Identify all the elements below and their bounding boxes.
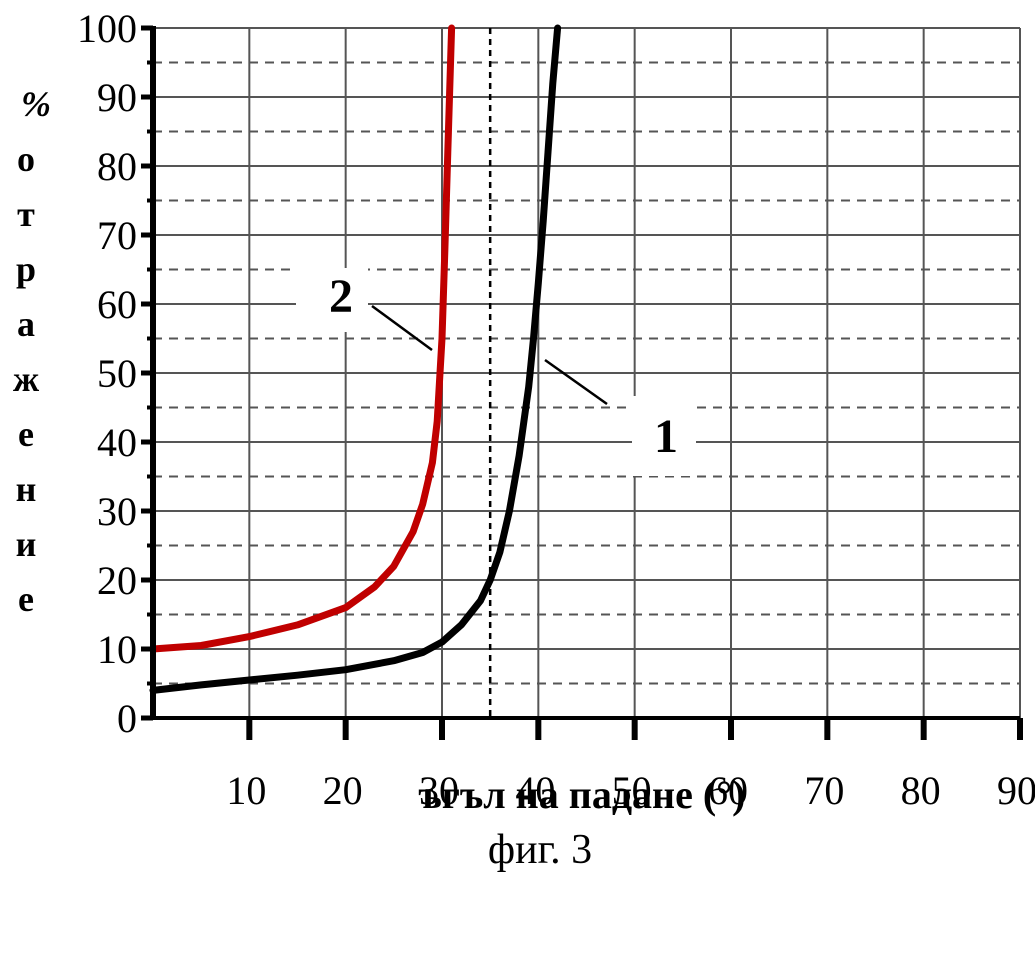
y-tick-label: 90 [97, 75, 137, 120]
series-2-leader [371, 304, 433, 352]
series-1-leader [544, 358, 608, 406]
label-1-bg [632, 396, 696, 476]
y-axis-label-char: е [18, 414, 34, 454]
y-axis-label-char: и [16, 524, 37, 564]
figure-caption: фиг. 3 [488, 827, 592, 873]
label-2-bg [296, 268, 368, 332]
x-tick-label: 90 [997, 768, 1035, 813]
y-axis-label-char: е [18, 579, 34, 619]
x-tick-label: 50 [612, 768, 652, 813]
y-tick-label: 30 [97, 489, 137, 534]
series-1-label: 1 [654, 410, 678, 463]
x-tick-label: 10 [226, 768, 266, 813]
y-tick-label: 100 [77, 6, 137, 51]
series-2-line [149, 24, 456, 653]
series-layer [149, 24, 562, 694]
y-tick-label: 20 [97, 558, 137, 603]
y-axis-label-char: ж [13, 359, 40, 399]
y-tick-label: 0 [117, 696, 137, 741]
y-axis-label-char: % [21, 84, 51, 124]
series-2-label: 2 [329, 270, 353, 323]
y-tick-label: 60 [97, 282, 137, 327]
y-axis-label-char: а [17, 304, 35, 344]
series-1-line [149, 24, 562, 694]
x-tick-label: 40 [515, 768, 555, 813]
x-tick-label: 60 [708, 768, 748, 813]
x-tick-label: 30 [419, 768, 459, 813]
y-tick-label: 50 [97, 351, 137, 396]
y-tick-label: 70 [97, 213, 137, 258]
y-tick-label: 10 [97, 627, 137, 672]
x-tick-label: 20 [323, 768, 363, 813]
x-tick-label: 70 [804, 768, 844, 813]
y-axis-label-char: р [16, 249, 36, 289]
grid [153, 27, 1021, 718]
y-axis-label-char: н [16, 469, 37, 509]
y-axis-label-char: о [17, 139, 35, 179]
labels: 0 10 20 30 40 50 60 70 80 90 100 10 20 30 40 50 60 70 80 90… [13, 6, 1035, 813]
axes [141, 25, 1023, 740]
y-tick-label: 40 [97, 420, 137, 465]
y-axis-label-char: т [17, 194, 35, 234]
y-tick-label: 80 [97, 144, 137, 189]
x-tick-label: 80 [901, 768, 941, 813]
annotations: 21 [296, 268, 696, 476]
x-axis-label: ъгъл на падане (°) [418, 772, 745, 817]
